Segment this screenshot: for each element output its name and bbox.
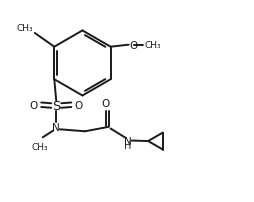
Text: O: O xyxy=(74,100,83,110)
Text: H: H xyxy=(123,141,131,150)
Text: N: N xyxy=(52,122,60,132)
Text: CH₃: CH₃ xyxy=(16,24,33,33)
Text: O: O xyxy=(29,100,38,110)
Text: O: O xyxy=(101,99,109,109)
Text: CH₃: CH₃ xyxy=(144,41,160,50)
Text: N: N xyxy=(123,136,131,146)
Text: S: S xyxy=(52,100,60,113)
Text: CH₃: CH₃ xyxy=(31,142,48,151)
Text: O: O xyxy=(129,40,137,50)
